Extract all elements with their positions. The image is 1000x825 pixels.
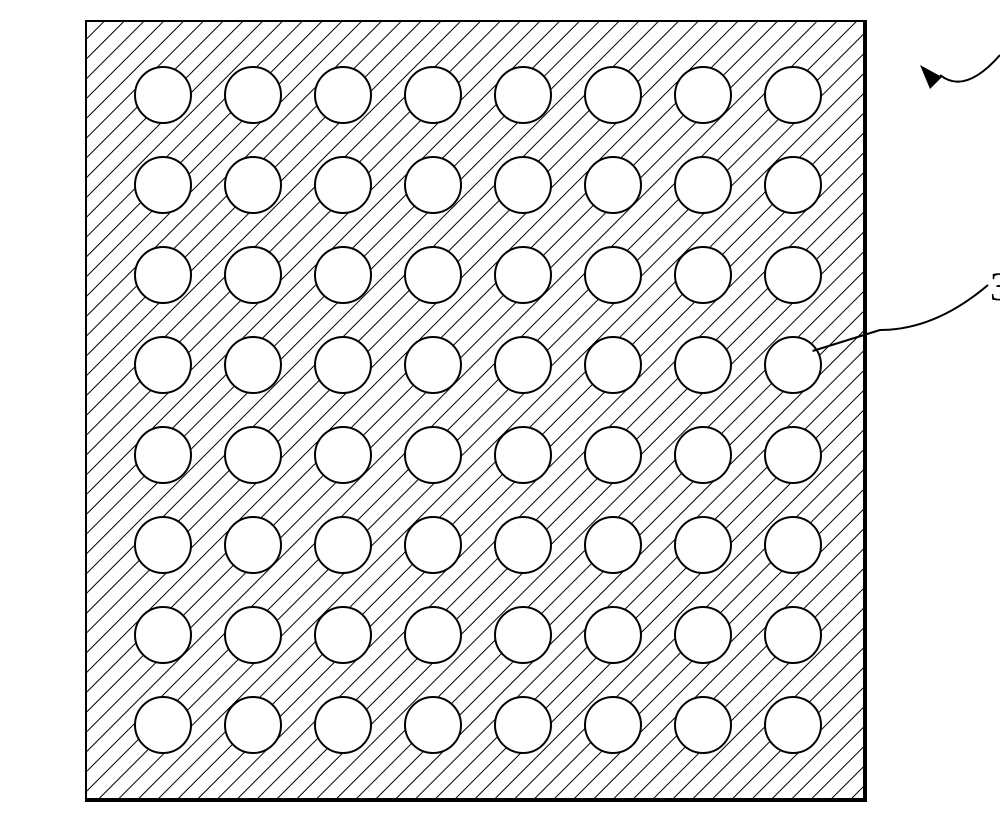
hole-circle: [495, 607, 551, 663]
hole-circle: [675, 247, 731, 303]
hole-circle: [765, 517, 821, 573]
hole-circle: [765, 247, 821, 303]
hole-circle: [675, 697, 731, 753]
hole-circle: [495, 157, 551, 213]
hole-circle: [675, 607, 731, 663]
hole-circle: [765, 697, 821, 753]
hole-circle: [135, 337, 191, 393]
hole-circle: [315, 517, 371, 573]
hole-circle: [765, 337, 821, 393]
hole-circle: [135, 517, 191, 573]
hole-circle: [135, 427, 191, 483]
hole-circle: [315, 157, 371, 213]
hole-circle: [315, 427, 371, 483]
hole-circle: [585, 67, 641, 123]
hole-circle: [135, 697, 191, 753]
hole-circle: [765, 607, 821, 663]
hole-circle: [405, 67, 461, 123]
hole-circle: [225, 67, 281, 123]
hole-circle: [225, 607, 281, 663]
hole-circle: [585, 337, 641, 393]
hole-circle: [675, 337, 731, 393]
hole-circle: [225, 517, 281, 573]
hole-circle: [495, 697, 551, 753]
hole-circle: [225, 247, 281, 303]
hole-circle: [765, 67, 821, 123]
arrowhead-icon: [920, 65, 942, 89]
hole-circle: [135, 607, 191, 663]
hole-circle: [135, 157, 191, 213]
hole-circle: [315, 247, 371, 303]
hole-circle: [135, 247, 191, 303]
hole-circle: [405, 697, 461, 753]
hole-circle: [765, 157, 821, 213]
hole-circle: [675, 427, 731, 483]
hole-circle: [675, 517, 731, 573]
hole-circle: [585, 697, 641, 753]
hole-circle: [405, 607, 461, 663]
hole-circle: [585, 157, 641, 213]
hole-circle: [585, 247, 641, 303]
diagram-svg: 331: [85, 20, 1000, 820]
hole-circle: [405, 337, 461, 393]
hole-circle: [675, 157, 731, 213]
hole-circle: [135, 67, 191, 123]
leader-line: [940, 55, 1000, 82]
hole-circle: [405, 427, 461, 483]
callout-label: 31: [990, 264, 1000, 309]
hole-circle: [405, 247, 461, 303]
hole-circle: [225, 337, 281, 393]
hole-circle: [315, 67, 371, 123]
hole-circle: [495, 247, 551, 303]
hole-circle: [585, 427, 641, 483]
hole-circle: [585, 607, 641, 663]
hole-circle: [495, 67, 551, 123]
technical-diagram: 331: [85, 20, 1000, 825]
hole-circle: [495, 517, 551, 573]
hole-circle: [765, 427, 821, 483]
hole-circle: [675, 67, 731, 123]
hole-circle: [225, 427, 281, 483]
hole-circle: [495, 337, 551, 393]
hole-circle: [315, 697, 371, 753]
hole-circle: [225, 157, 281, 213]
hole-circle: [405, 517, 461, 573]
hole-circle: [225, 697, 281, 753]
hatching-fill: [85, 20, 865, 800]
hole-circle: [315, 337, 371, 393]
hole-circle: [495, 427, 551, 483]
hole-circle: [315, 607, 371, 663]
hole-circle: [405, 157, 461, 213]
leader-line: [880, 285, 988, 330]
hole-circle: [585, 517, 641, 573]
